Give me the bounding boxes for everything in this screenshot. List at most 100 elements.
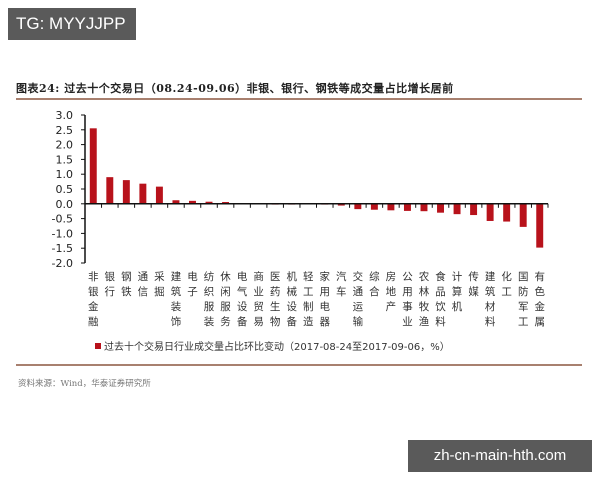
x-tick-label: 贸 bbox=[253, 301, 264, 313]
bar bbox=[106, 177, 114, 204]
bar bbox=[453, 203, 461, 215]
x-tick-label: 地 bbox=[386, 285, 397, 298]
figure-title: 图表24: 过去十个交易日（08.24-09.06）非银、银行、钢铁等成交量占比… bbox=[16, 82, 454, 95]
x-tick-label: 造 bbox=[303, 315, 314, 328]
x-tick-label: 电 bbox=[187, 270, 198, 283]
x-tick-label: 料 bbox=[435, 315, 446, 328]
x-tick-label: 工 bbox=[501, 286, 512, 298]
bar bbox=[519, 203, 527, 227]
x-tick-label: 服 bbox=[220, 301, 231, 313]
watermark-bottom-right: zh-cn-main-hth.com bbox=[408, 440, 592, 472]
x-tick-label: 车 bbox=[336, 285, 347, 298]
x-tick-label: 银 bbox=[105, 270, 116, 283]
x-tick-label: 采 bbox=[154, 271, 165, 283]
x-tick-label: 物 bbox=[270, 315, 281, 328]
x-tick-label: 输 bbox=[353, 315, 364, 328]
x-tick-label: 设 bbox=[286, 301, 297, 313]
x-tick-label: 家 bbox=[320, 270, 331, 283]
bar-chart: 3.0 2.5 2.01.5 1.0 0.5 0.0 -0.5-1.0 -1.5 -2.0 非银… bbox=[52, 109, 549, 353]
bar bbox=[89, 128, 97, 204]
x-tick-label: 林 bbox=[419, 285, 430, 298]
bar bbox=[503, 203, 511, 222]
x-tick-label: 金 bbox=[88, 300, 99, 313]
x-tick-label: 药 bbox=[270, 286, 281, 298]
x-tick-label: 农 bbox=[419, 270, 430, 283]
x-tick-label: 工 bbox=[518, 316, 529, 328]
x-tick-label: 掘 bbox=[154, 285, 165, 298]
y-tick-label: 2.5 bbox=[56, 124, 74, 137]
y-tick-label: 1.5 bbox=[56, 153, 74, 166]
y-tick-label: -1.5 bbox=[52, 242, 73, 255]
x-tick-label: 公 bbox=[402, 271, 413, 283]
x-tick-label: 属 bbox=[534, 316, 545, 328]
x-tick-label: 牧 bbox=[419, 300, 430, 313]
x-tick-label: 易 bbox=[253, 316, 264, 328]
bar bbox=[205, 201, 213, 204]
x-tick-label: 通 bbox=[353, 286, 364, 298]
x-tick-label: 工 bbox=[303, 286, 314, 298]
x-tick-label: 运 bbox=[353, 301, 364, 313]
source-divider bbox=[16, 364, 582, 366]
x-axis bbox=[84, 203, 549, 208]
x-tick-label: 闲 bbox=[220, 285, 231, 298]
x-tick-label: 机 bbox=[452, 300, 463, 313]
x-tick-label: 房 bbox=[386, 270, 397, 283]
y-tick-label: -0.5 bbox=[52, 213, 73, 226]
legend-label: 过去十个交易日行业成交量占比环比变动（2017-08-24至2017-09-06… bbox=[104, 340, 450, 353]
bar bbox=[387, 203, 395, 211]
legend-swatch bbox=[95, 343, 101, 349]
x-tick-label: 医 bbox=[270, 271, 281, 283]
x-tick-label: 国 bbox=[518, 271, 529, 283]
bar bbox=[172, 200, 180, 204]
x-tick-label: 媒 bbox=[468, 285, 479, 298]
x-tick-label: 饮 bbox=[435, 300, 446, 313]
x-tick-label: 建 bbox=[171, 270, 182, 283]
bar bbox=[139, 183, 147, 204]
x-tick-label: 融 bbox=[88, 316, 99, 328]
x-tick-label: 食 bbox=[435, 270, 446, 283]
x-tick-label: 金 bbox=[534, 300, 545, 313]
x-tick-label: 交 bbox=[353, 270, 364, 283]
y-tick-label: 2.0 bbox=[56, 139, 74, 152]
x-tick-label: 业 bbox=[253, 286, 264, 298]
x-tick-label: 汽 bbox=[336, 270, 347, 283]
x-tick-label: 传 bbox=[468, 271, 479, 283]
x-tick-label: 备 bbox=[237, 315, 248, 328]
x-tick-label: 产 bbox=[386, 300, 397, 313]
x-tick-label: 装 bbox=[204, 315, 215, 328]
bar bbox=[470, 203, 478, 216]
x-tick-label: 轻 bbox=[303, 270, 314, 283]
x-tick-label: 化 bbox=[501, 270, 512, 283]
x-tick-label: 色 bbox=[534, 285, 545, 298]
x-tick-label: 防 bbox=[518, 285, 529, 298]
source-note: 资料来源：Wind，华泰证券研究所 bbox=[18, 379, 151, 389]
y-tick-label: -1.0 bbox=[52, 227, 73, 240]
x-tick-label: 非 bbox=[88, 271, 99, 283]
x-tick-label: 生 bbox=[270, 300, 281, 313]
x-tick-label: 通 bbox=[138, 271, 149, 283]
x-tick-label: 纺 bbox=[204, 270, 215, 283]
x-tick-label: 备 bbox=[286, 315, 297, 328]
x-tick-label: 算 bbox=[452, 285, 463, 298]
watermark-top-left: TG: MYYJJPP bbox=[8, 8, 136, 40]
legend: 过去十个交易日行业成交量占比环比变动（2017-08-24至2017-09-06… bbox=[95, 340, 450, 353]
x-tick-label: 设 bbox=[237, 301, 248, 313]
x-tick-label: 军 bbox=[518, 301, 529, 313]
y-tick-label: 1.0 bbox=[56, 168, 74, 181]
x-tick-label: 计 bbox=[452, 270, 463, 283]
x-axis-labels: 非银金融银行钢铁通信采掘建筑装饰电子纺织服装休闲服务电气设备商业贸易医药生物机械… bbox=[88, 270, 545, 328]
x-tick-label: 服 bbox=[204, 301, 215, 313]
x-tick-label: 气 bbox=[237, 285, 248, 298]
y-tick-label: 0.0 bbox=[56, 198, 74, 211]
bars bbox=[89, 128, 544, 248]
bar bbox=[420, 203, 428, 212]
x-tick-label: 机 bbox=[286, 270, 297, 283]
y-tick-label: -2.0 bbox=[52, 257, 73, 270]
x-tick-label: 子 bbox=[187, 286, 198, 298]
x-tick-label: 织 bbox=[204, 286, 215, 298]
bar bbox=[222, 202, 230, 204]
x-tick-label: 械 bbox=[286, 285, 297, 298]
bar bbox=[536, 203, 544, 248]
x-tick-label: 材 bbox=[485, 300, 496, 313]
x-tick-label: 事 bbox=[402, 300, 413, 313]
